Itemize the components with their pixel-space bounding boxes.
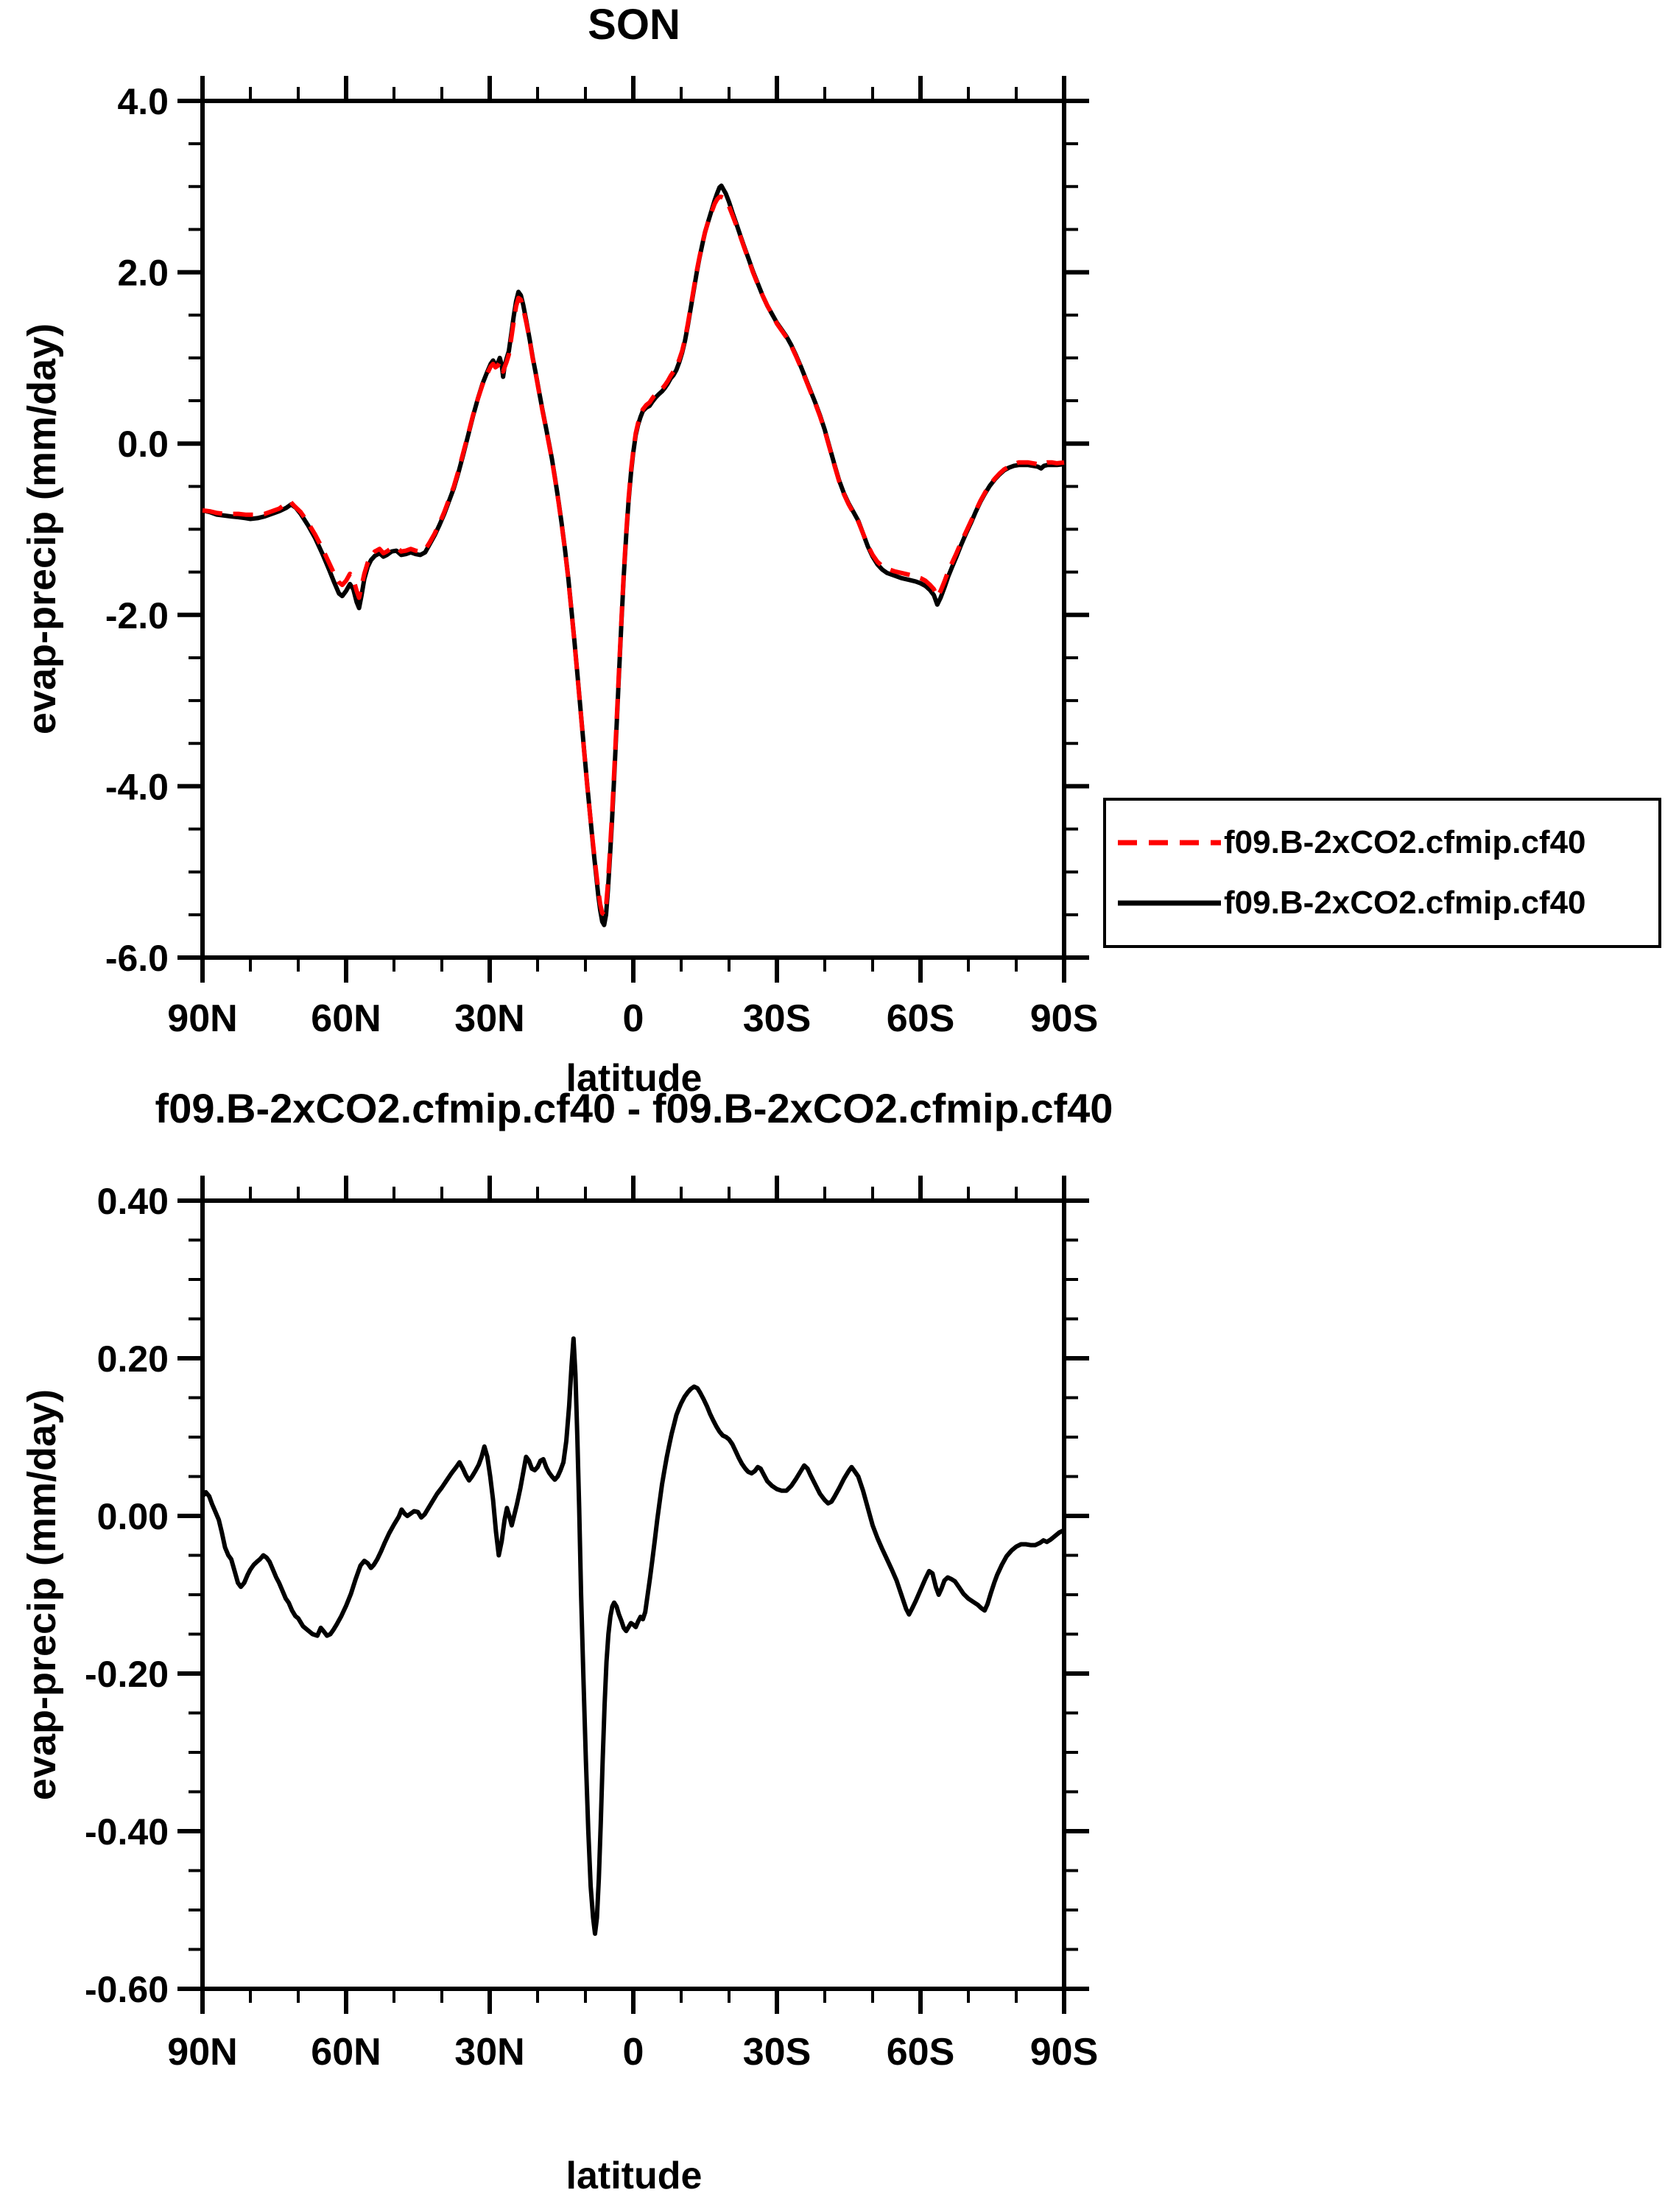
y-tick-label: 0.00: [97, 1496, 169, 1537]
legend-row-solid: f09.B-2xCO2.cfmip.cf40: [1106, 885, 1658, 921]
x-tick-label: 90N: [167, 2031, 237, 2074]
y-tick-label: 0.0: [117, 424, 169, 465]
x-tick-label: 30S: [743, 997, 812, 1040]
x-tick-label: 60N: [311, 2031, 381, 2074]
x-tick-label: 0: [623, 997, 644, 1040]
x-tick-label: 0: [623, 2031, 644, 2074]
series-dashed: [202, 194, 1065, 917]
y-tick-label: 4.0: [117, 81, 169, 122]
x-tick-label: 30N: [454, 997, 524, 1040]
plot-frame: [200, 1198, 1066, 1991]
y-tick-label: -0.40: [85, 1811, 169, 1853]
bottom-y-axis-label: evap-precip (mm/day): [20, 1388, 64, 1801]
x-tick-label: 90S: [1030, 2031, 1099, 2074]
legend-label-dashed: f09.B-2xCO2.cfmip.cf40: [1224, 824, 1586, 860]
series-solid: [202, 183, 1065, 927]
y-tick-label: 2.0: [117, 253, 169, 294]
legend-label-solid: f09.B-2xCO2.cfmip.cf40: [1224, 885, 1586, 921]
x-tick-label: 60S: [887, 997, 955, 1040]
y-tick-label: -4.0: [105, 766, 169, 807]
top-panel-plot: 90N 60N 30N 0 30S 60S 90S 4.0 2.0 0.0 -2.0 -4.0 -6.0: [105, 76, 1098, 1040]
x-tick-label: 30N: [454, 2031, 524, 2074]
legend-row-dashed: f09.B-2xCO2.cfmip.cf40: [1106, 824, 1658, 861]
x-tick-label: 90S: [1030, 997, 1099, 1040]
x-tick-label: 60N: [311, 997, 381, 1040]
top-x-axis-label: latitude: [566, 1057, 703, 1100]
bottom-panel-plot: 90N 60N 30N 0 30S 60S 90S 0.40 0.20 0.00 -0.20 -0.4…: [85, 1176, 1098, 2074]
y-tick-label: -6.0: [105, 938, 169, 979]
top-y-axis-label: evap-precip (mm/day): [20, 323, 64, 735]
y-tick-label: -0.60: [85, 1969, 169, 2010]
y-tick-label: -0.20: [85, 1654, 169, 1695]
y-tick-label: -2.0: [105, 595, 169, 636]
bottom-x-axis-label: latitude: [566, 2155, 703, 2197]
x-tick-label: 90N: [167, 997, 237, 1040]
top-panel-title: SON: [588, 1, 680, 49]
legend-dashed-line-icon: [1118, 840, 1221, 846]
legend-solid-line-icon: [1118, 900, 1221, 906]
y-tick-label: 0.20: [97, 1338, 169, 1380]
plot-frame: [200, 99, 1066, 960]
y-tick-label: 0.40: [97, 1181, 169, 1222]
series-solid: [200, 1336, 1066, 1937]
x-tick-label: 60S: [887, 2031, 955, 2074]
legend: f09.B-2xCO2.cfmip.cf40 f09.B-2xCO2.cfmip…: [1103, 798, 1661, 948]
bottom-panel-title: f09.B-2xCO2.cfmip.cf40 - f09.B-2xCO2.cfm…: [155, 1085, 1113, 1131]
x-tick-label: 30S: [743, 2031, 812, 2074]
